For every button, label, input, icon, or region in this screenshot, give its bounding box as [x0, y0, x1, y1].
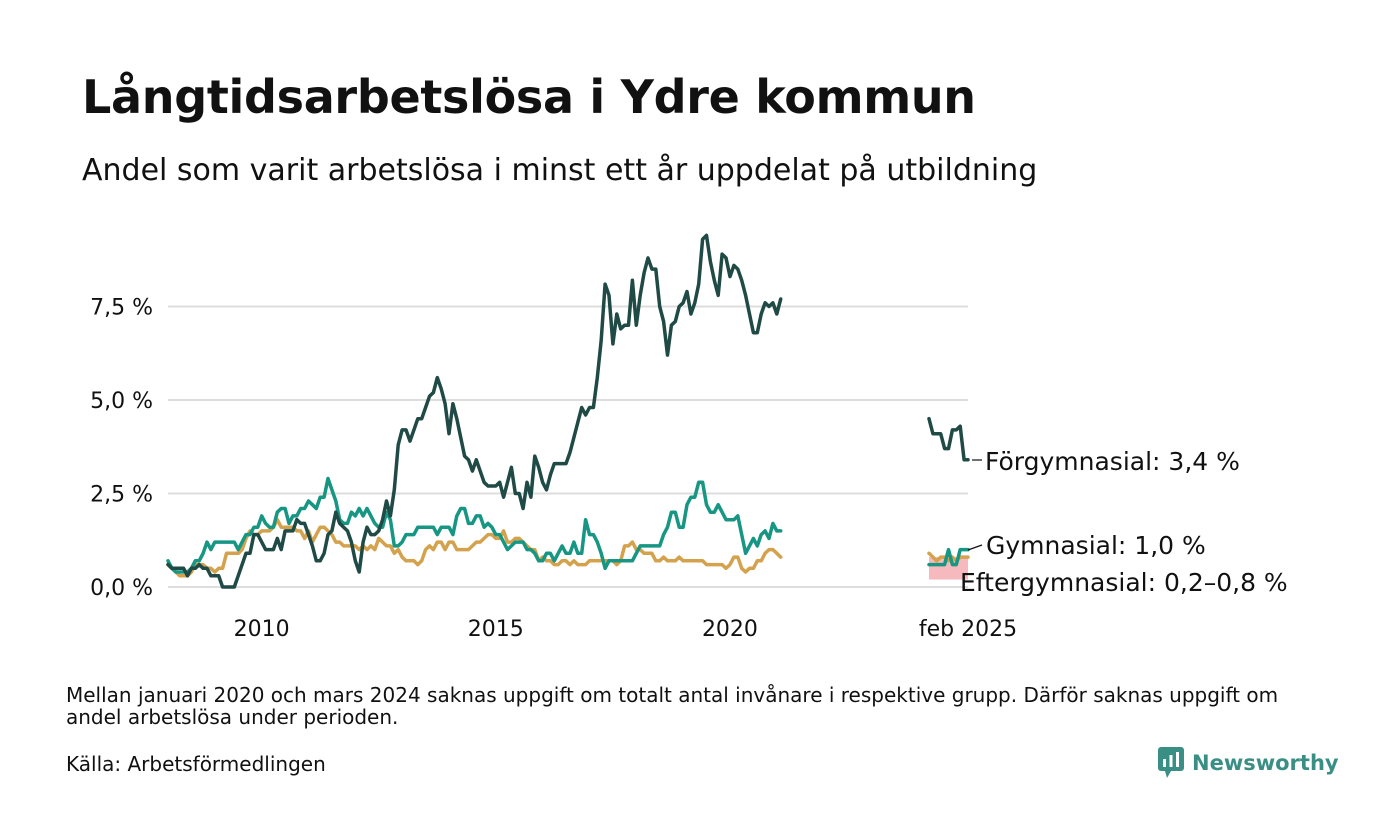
x-tick-label: 2020 — [702, 617, 758, 642]
chart-subtitle: Andel som varit arbetslösa i minst ett å… — [82, 153, 1038, 188]
forgymnasial-line-segment-1 — [166, 233, 783, 589]
y-tick-label: 0,0 % — [90, 576, 153, 601]
y-tick-label: 5,0 % — [90, 389, 153, 414]
y-axis-tick-labels: 0,0 % 2,5 % 5,0 % 7,5 % — [90, 296, 153, 602]
forgymnasial-line-segment-2 — [927, 416, 970, 462]
gymnasial-end-label: Gymnasial: 1,0 % — [986, 531, 1206, 560]
series-lines — [166, 233, 970, 589]
footnote: Mellan januari 2020 och mars 2024 saknas… — [66, 683, 1279, 729]
end-labels: Förgymnasial: 3,4 % Gymnasial: 1,0 % Eft… — [960, 447, 1288, 597]
y-tick-label: 2,5 % — [90, 483, 153, 508]
bar-chart-logo-icon — [1158, 747, 1184, 778]
x-tick-label: 2010 — [234, 617, 290, 642]
forgymnasial-end-label: Förgymnasial: 3,4 % — [985, 447, 1240, 476]
x-tick-label: feb 2025 — [919, 617, 1017, 642]
brand-name: Newsworthy — [1192, 751, 1339, 775]
gymnasial-label-leader — [967, 544, 983, 551]
source-text: Källa: Arbetsförmedlingen — [66, 752, 326, 776]
eftergymnasial-end-label: Eftergymnasial: 0,2–0,8 % — [960, 568, 1288, 597]
chart-title: Långtidsarbetslösa i Ydre kommun — [82, 70, 976, 124]
gymnasial-line-segment-2 — [927, 547, 970, 567]
x-tick-label: 2015 — [468, 617, 524, 642]
x-axis-tick-labels: 2010 2015 2020 feb 2025 — [234, 617, 1017, 642]
y-tick-label: 7,5 % — [90, 296, 153, 321]
eftergymnasial-line-segment-1 — [166, 517, 783, 578]
gymnasial-line-segment-1 — [166, 476, 783, 574]
line-chart: 0,0 % 2,5 % 5,0 % 7,5 % 2010 2015 2020 feb 202… — [90, 233, 1288, 642]
newsworthy-logo: Newsworthy — [1158, 747, 1339, 779]
grid-lines — [168, 305, 968, 588]
eftergymnasial-line-segment-2 — [927, 551, 970, 563]
